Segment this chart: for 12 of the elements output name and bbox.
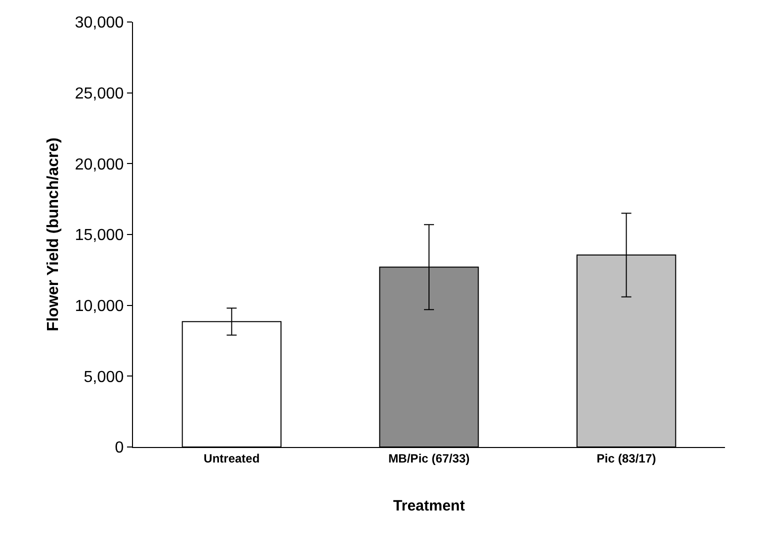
x-tick-label: Pic (83/17) xyxy=(596,451,656,466)
y-tick-label: 0 xyxy=(114,440,124,457)
y-tick-label: 15,000 xyxy=(74,227,124,244)
x-axis-title: Treatment xyxy=(393,497,465,514)
y-tick-label: 20,000 xyxy=(74,156,124,174)
x-tick-label: Untreated xyxy=(204,451,260,466)
y-tick-label: 25,000 xyxy=(74,85,124,102)
x-tick-label: MB/Pic (67/33) xyxy=(388,451,470,466)
y-tick-label: 5,000 xyxy=(84,368,124,386)
y-tick-label: 10,000 xyxy=(74,298,124,315)
y-axis-title: Flower Yield (bunch/acre) xyxy=(44,138,62,332)
y-tick-label: 30,000 xyxy=(74,14,124,32)
